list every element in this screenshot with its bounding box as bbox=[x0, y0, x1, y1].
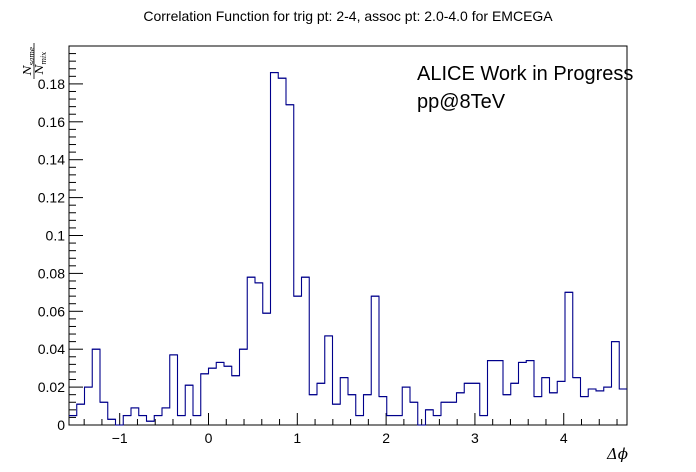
y-tick-label: 0.04 bbox=[38, 341, 65, 357]
y-axis-label-denominator: Nmix bbox=[33, 52, 48, 76]
annotation-text: ALICE Work in Progress bbox=[417, 63, 633, 85]
x-tick-label: 4 bbox=[560, 430, 568, 446]
y-tick-label: 0.06 bbox=[38, 303, 65, 319]
y-tick-label: 0.1 bbox=[46, 228, 66, 244]
x-axis-label: Δϕ bbox=[606, 445, 628, 463]
annotations: ALICE Work in Progress pp@8TeV bbox=[417, 63, 633, 113]
y-tick-label: 0.16 bbox=[38, 114, 65, 130]
y-axis-label: Nsame Nmix bbox=[21, 43, 48, 79]
x-tick-label: 3 bbox=[471, 430, 479, 446]
x-tick-label: 1 bbox=[293, 430, 301, 446]
x-tick-label: 0 bbox=[205, 430, 213, 446]
y-tick-label: 0.02 bbox=[38, 379, 65, 395]
y-axis-label-numerator: Nsame bbox=[21, 47, 36, 76]
y-tick-label: 0.12 bbox=[38, 190, 65, 206]
y-tick-label: 0.08 bbox=[38, 265, 65, 281]
plot-frame bbox=[68, 45, 628, 426]
y-tick-label: 0.14 bbox=[38, 152, 65, 168]
histogram-series bbox=[69, 71, 627, 426]
x-tick-label: 2 bbox=[382, 430, 390, 446]
y-tick-label: 0.18 bbox=[38, 76, 65, 92]
histogram-line bbox=[69, 71, 627, 426]
x-tick-label: −1 bbox=[112, 430, 128, 446]
axes: 0 0.02 0.04 0.06 0.08 0.1 0.12 0.14 0.16 0.18 −1 0 1… bbox=[38, 45, 628, 446]
chart-title: Correlation Function for trig pt: 2-4, a… bbox=[143, 8, 553, 24]
annotation-text: pp@8TeV bbox=[417, 91, 506, 113]
y-tick-label: 0 bbox=[57, 417, 65, 433]
